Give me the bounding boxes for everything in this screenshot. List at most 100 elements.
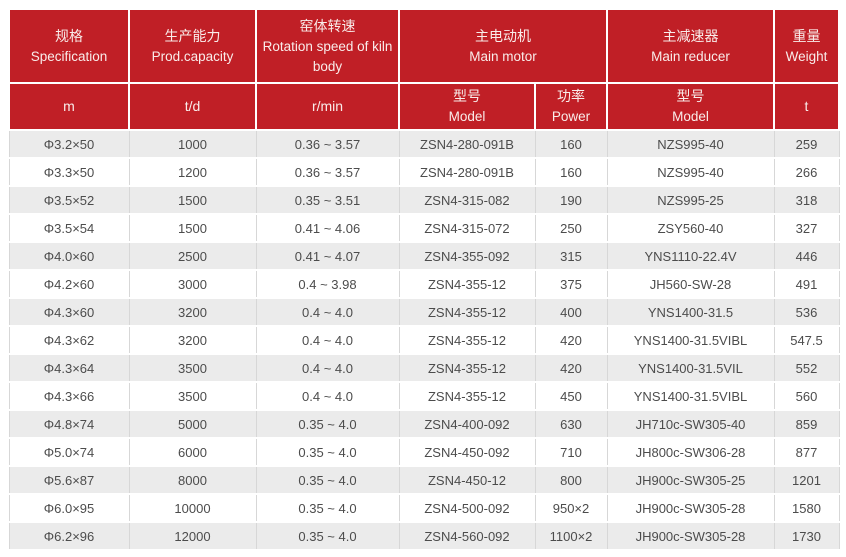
unit-td: t/d (128, 82, 257, 131)
table-cell: 259 (773, 129, 840, 158)
table-cell: ZSN4-280-091B (398, 129, 536, 158)
table-cell: JH900c-SW305-28 (606, 493, 775, 522)
table-cell: YNS1110-22.4V (606, 241, 775, 270)
unit-motor-model-en: Model (448, 109, 486, 124)
table-cell: 160 (534, 157, 608, 186)
table-cell: 0.41 ~ 4.07 (255, 241, 400, 270)
table-cell: 3500 (128, 381, 257, 410)
table-cell: 547.5 (773, 325, 840, 354)
table-cell: 446 (773, 241, 840, 270)
table-cell: Φ5.6×87 (8, 465, 130, 494)
table-cell: 420 (534, 325, 608, 354)
unit-motor-power-en: Power (551, 109, 591, 124)
table-cell: 450 (534, 381, 608, 410)
table-cell: Φ4.3×64 (8, 353, 130, 382)
table-cell: Φ3.5×52 (8, 185, 130, 214)
header-unit-row: m t/d r/min 型号 Model 功率 Power (8, 82, 840, 131)
table-cell: Φ4.3×62 (8, 325, 130, 354)
table-cell: Φ3.2×50 (8, 129, 130, 158)
table-cell: 630 (534, 409, 608, 438)
table-cell: 0.35 ~ 4.0 (255, 521, 400, 549)
header-main-motor-zh: 主电动机 (475, 27, 531, 44)
table-cell: JH800c-SW306-28 (606, 437, 775, 466)
table-cell: 1500 (128, 213, 257, 242)
table-cell: 0.4 ~ 4.0 (255, 325, 400, 354)
table-cell: Φ5.0×74 (8, 437, 130, 466)
table-cell: 3200 (128, 325, 257, 354)
header-specification-zh: 规格 (55, 27, 83, 44)
header-prod-capacity: 生产能力 Prod.capacity (128, 8, 257, 84)
table-cell: ZSN4-280-091B (398, 157, 536, 186)
table-cell: YNS1400-31.5VIBL (606, 325, 775, 354)
table-cell: JH900c-SW305-28 (606, 521, 775, 549)
header-main-motor-en: Main motor (469, 48, 537, 64)
unit-reducer-model-en: Model (672, 109, 709, 124)
table-cell: 800 (534, 465, 608, 494)
table-cell: ZSN4-450-12 (398, 465, 536, 494)
table-cell: Φ4.8×74 (8, 409, 130, 438)
table-body: Φ3.2×50 1000 0.36 ~ 3.57 ZSN4-280-091B 160 NZ… (8, 129, 840, 549)
table-cell: 0.35 ~ 4.0 (255, 437, 400, 466)
table-cell: 160 (534, 129, 608, 158)
table-cell: 6000 (128, 437, 257, 466)
table-row: Φ6.2×96 12000 0.35 ~ 4.0 ZSN4-560-092 1100×2… (8, 521, 840, 549)
table-row: Φ4.3×60 3200 0.4 ~ 4.0 ZSN4-355-12 400 YNS140… (8, 297, 840, 326)
table-row: Φ6.0×95 10000 0.35 ~ 4.0 ZSN4-500-092 950×2 J… (8, 493, 840, 522)
table-row: Φ4.8×74 5000 0.35 ~ 4.0 ZSN4-400-092 630 JH71… (8, 409, 840, 438)
header-weight-en: Weight (785, 48, 828, 64)
header-rotation-speed-en: Rotation speed of kiln body (262, 38, 393, 74)
table-row: Φ3.5×52 1500 0.35 ~ 3.51 ZSN4-315-082 190 NZS… (8, 185, 840, 214)
table-cell: 0.4 ~ 4.0 (255, 381, 400, 410)
table-cell: 8000 (128, 465, 257, 494)
table-cell: Φ4.3×66 (8, 381, 130, 410)
table-row: Φ5.6×87 8000 0.35 ~ 4.0 ZSN4-450-12 800 JH900… (8, 465, 840, 494)
table-cell: 560 (773, 381, 840, 410)
table-cell: 315 (534, 241, 608, 270)
table-cell: JH900c-SW305-25 (606, 465, 775, 494)
table-cell: 1580 (773, 493, 840, 522)
table-cell: 12000 (128, 521, 257, 549)
table-cell: 420 (534, 353, 608, 382)
header-rotation-speed: 窑体转速 Rotation speed of kiln body (255, 8, 400, 84)
table-cell: 0.35 ~ 3.51 (255, 185, 400, 214)
header-prod-capacity-zh: 生产能力 (164, 27, 221, 44)
table-cell: Φ3.5×54 (8, 213, 130, 242)
table-cell: 10000 (128, 493, 257, 522)
table-cell: 0.4 ~ 4.0 (255, 297, 400, 326)
table-cell: 552 (773, 353, 840, 382)
table-cell: JH560-SW-28 (606, 269, 775, 298)
table-cell: ZSN4-355-12 (398, 297, 536, 326)
table-cell: Φ3.3×50 (8, 157, 130, 186)
table-cell: 2500 (128, 241, 257, 270)
table-row: Φ4.3×64 3500 0.4 ~ 4.0 ZSN4-355-12 420 YNS140… (8, 353, 840, 382)
table-cell: 1200 (128, 157, 257, 186)
table-cell: 0.35 ~ 4.0 (255, 493, 400, 522)
table-row: Φ5.0×74 6000 0.35 ~ 4.0 ZSN4-450-092 710 JH80… (8, 437, 840, 466)
table-header: 规格 Specification 生产能力 Prod.capacity 窑体转速… (8, 8, 840, 131)
table-cell: ZSN4-400-092 (398, 409, 536, 438)
table-cell: ZSN4-450-092 (398, 437, 536, 466)
table-cell: 1201 (773, 465, 840, 494)
table-cell: 250 (534, 213, 608, 242)
table-cell: ZSN4-355-12 (398, 269, 536, 298)
header-specification: 规格 Specification (8, 8, 130, 84)
table-cell: JH710c-SW305-40 (606, 409, 775, 438)
table-cell: Φ6.0×95 (8, 493, 130, 522)
unit-t-label: t (804, 98, 809, 114)
header-specification-en: Specification (30, 48, 108, 64)
header-main-reducer: 主减速器 Main reducer (606, 8, 775, 84)
table-cell: 327 (773, 213, 840, 242)
table-cell: ZSY560-40 (606, 213, 775, 242)
table-cell: 190 (534, 185, 608, 214)
table-row: Φ3.5×54 1500 0.41 ~ 4.06 ZSN4-315-072 250 ZSY… (8, 213, 840, 242)
unit-reducer-model-zh: 型号 (676, 88, 705, 104)
unit-motor-model: 型号 Model (398, 82, 536, 131)
header-rotation-speed-zh: 窑体转速 (299, 17, 356, 34)
table-row: Φ4.0×60 2500 0.41 ~ 4.07 ZSN4-355-092 315 YNS… (8, 241, 840, 270)
unit-t: t (773, 82, 840, 131)
table-cell: YNS1400-31.5 (606, 297, 775, 326)
kiln-spec-table: 规格 Specification 生产能力 Prod.capacity 窑体转速… (8, 8, 840, 549)
table-cell: NZS995-25 (606, 185, 775, 214)
table-cell: Φ4.0×60 (8, 241, 130, 270)
table-row: Φ4.3×66 3500 0.4 ~ 4.0 ZSN4-355-12 450 YNS140… (8, 381, 840, 410)
